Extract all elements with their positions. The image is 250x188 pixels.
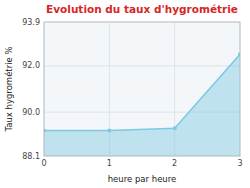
y-tick-label: 93.9 — [22, 18, 40, 27]
plot-area — [44, 22, 240, 156]
grid — [44, 22, 240, 156]
point — [107, 129, 111, 133]
x-axis-label: heure par heure — [108, 174, 177, 184]
line — [44, 54, 240, 130]
y-grid-line — [44, 65, 240, 66]
plot-frame — [44, 22, 240, 156]
x-tick-label: 2 — [172, 159, 177, 168]
data-layer — [44, 52, 240, 156]
y-tick-label: 92.0 — [22, 61, 40, 70]
y-tick-label: 88.1 — [22, 152, 40, 161]
point — [173, 126, 177, 130]
chart-container: 88.1 90.0 92.0 93.9 0 1 2 3 Evolution du taux d'… — [0, 0, 250, 188]
title: Evolution du taux d'hygrométrie — [46, 3, 238, 15]
y-axis-label: Taux hygrométrie % — [4, 46, 14, 132]
x-tick-label: 3 — [237, 159, 242, 168]
chart: 88.1 90.0 92.0 93.9 0 1 2 3 Evolution du taux d'… — [0, 0, 250, 188]
x-tick-label: 0 — [41, 159, 46, 168]
x-tick-label: 1 — [107, 159, 112, 168]
area — [44, 54, 240, 156]
y-tick-label: 90.0 — [22, 108, 40, 117]
